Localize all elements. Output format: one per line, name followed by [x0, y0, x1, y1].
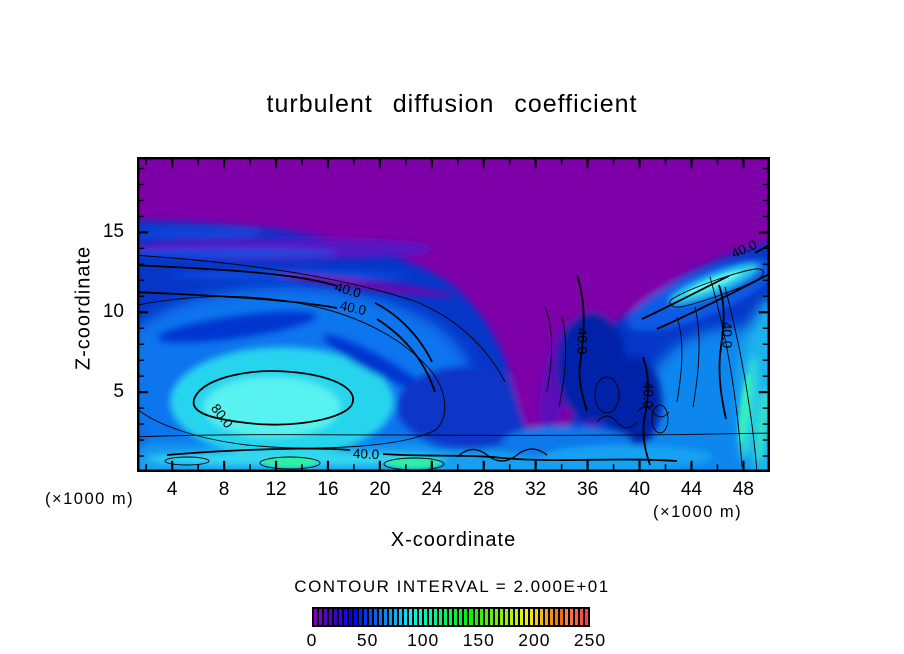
colorbar-stripe	[574, 609, 578, 625]
colorbar-stripe	[479, 609, 483, 625]
colorbar-stripe	[369, 609, 373, 625]
colorbar-stripe	[404, 609, 408, 625]
colorbar-tick-label: 150	[462, 630, 495, 650]
colorbar-stripe	[469, 609, 473, 625]
colorbar-stripe	[439, 609, 443, 625]
colorbar-stripe	[424, 609, 428, 625]
colorbar-stripe	[524, 609, 528, 625]
colorbar-stripe	[534, 609, 538, 625]
x-axis-label: X-coordinate	[390, 529, 517, 551]
x-axis-units-right: (×1000 m)	[653, 503, 743, 521]
colorbar-tick-label: 100	[407, 630, 440, 650]
colorbar-stripe	[394, 609, 398, 625]
colorbar-stripe	[454, 609, 458, 625]
colorbar-stripe	[324, 609, 328, 625]
z-tick-label: 10	[102, 301, 124, 323]
contour-line-label: 40.0	[352, 446, 380, 462]
colorbar-stripe	[364, 609, 368, 625]
colorbar-stripe	[559, 609, 563, 625]
colorbar-stripe	[584, 609, 588, 625]
z-tick-label: 15	[102, 221, 124, 243]
colorbar-stripe	[339, 609, 343, 625]
colorbar-stripe	[554, 609, 558, 625]
colorbar-stripe	[319, 609, 323, 625]
colorbar-stripe	[329, 609, 333, 625]
axis-ticks	[139, 159, 768, 470]
colorbar-stripe	[474, 609, 478, 625]
plot-frame	[137, 157, 770, 472]
colorbar-stripe	[374, 609, 378, 625]
colorbar-stripe	[314, 609, 318, 625]
x-tick-label: 32	[525, 479, 547, 500]
colorbar-stripe	[444, 609, 448, 625]
colorbar-stripe	[499, 609, 503, 625]
contour-line-label: 40.0	[574, 327, 590, 355]
colorbar-stripe	[459, 609, 463, 625]
x-tick-label: 36	[577, 479, 599, 500]
colorbar-stripe	[484, 609, 488, 625]
colorbar-stripe	[434, 609, 438, 625]
x-tick-label: 20	[369, 479, 391, 500]
colorbar-stripe	[539, 609, 543, 625]
x-tick-label: 4	[166, 479, 178, 500]
colorbar-stripe	[349, 609, 353, 625]
contour-interval-text: CONTOUR INTERVAL = 2.000E+01	[294, 577, 610, 596]
colorbar-tick-label: 200	[518, 630, 551, 650]
x-tick-label: 48	[732, 479, 754, 500]
colorbar-stripe	[359, 609, 363, 625]
colorbar-stripe	[504, 609, 508, 625]
colorbar-tick-label: 0	[306, 630, 318, 650]
colorbar-stripe	[379, 609, 383, 625]
colorbar-stripe	[449, 609, 453, 625]
colorbar-stripe	[464, 609, 468, 625]
plot-area: 40.0 40.0 80.0 40.0 40.0 40.0 40.0 40.0	[137, 157, 770, 472]
colorbar-stripe	[429, 609, 433, 625]
colorbar-stripe	[569, 609, 573, 625]
colorbar-stripe	[514, 609, 518, 625]
colorbar-stripe	[564, 609, 568, 625]
colorbar-stripe	[414, 609, 418, 625]
contour-lines-thick	[137, 243, 770, 466]
colorbar-stripe	[419, 609, 423, 625]
x-tick-label: 8	[218, 479, 230, 500]
colorbar-stripe	[494, 609, 498, 625]
contour-field-canvas	[137, 157, 770, 472]
colorbar-stripe	[549, 609, 553, 625]
colorbar-stripe	[489, 609, 493, 625]
z-tick-label: 5	[113, 381, 124, 403]
colorbar-stripe	[529, 609, 533, 625]
colorbar-stripe	[509, 609, 513, 625]
colorbar	[312, 607, 590, 627]
x-tick-label: 44	[680, 479, 703, 500]
colorbar-stripe	[389, 609, 393, 625]
colorbar-stripe	[354, 609, 358, 625]
x-tick-label: 16	[317, 479, 339, 500]
colorbar-stripe	[399, 609, 403, 625]
x-tick-label: 12	[265, 479, 287, 500]
colorbar-stripe	[544, 609, 548, 625]
x-tick-label: 28	[473, 479, 495, 500]
colorbar-stripe	[579, 609, 583, 625]
chart-title: turbulent diffusion coefficient	[266, 90, 638, 118]
colorbar-stripe	[409, 609, 413, 625]
colorbar-stripe	[344, 609, 348, 625]
colorbar-tick-label: 50	[356, 630, 379, 650]
x-tick-label: 40	[628, 479, 651, 500]
x-axis-units-left: (×1000 m)	[45, 490, 135, 508]
x-tick-label: 24	[421, 479, 443, 500]
colorbar-stripe	[334, 609, 338, 625]
colorbar-stripe	[384, 609, 388, 625]
colorbar-stripe	[519, 609, 523, 625]
contour-line-label: 40.0	[640, 381, 656, 409]
colorbar-tick-label: 250	[573, 630, 607, 650]
contour-line-label: 40.0	[719, 321, 735, 349]
